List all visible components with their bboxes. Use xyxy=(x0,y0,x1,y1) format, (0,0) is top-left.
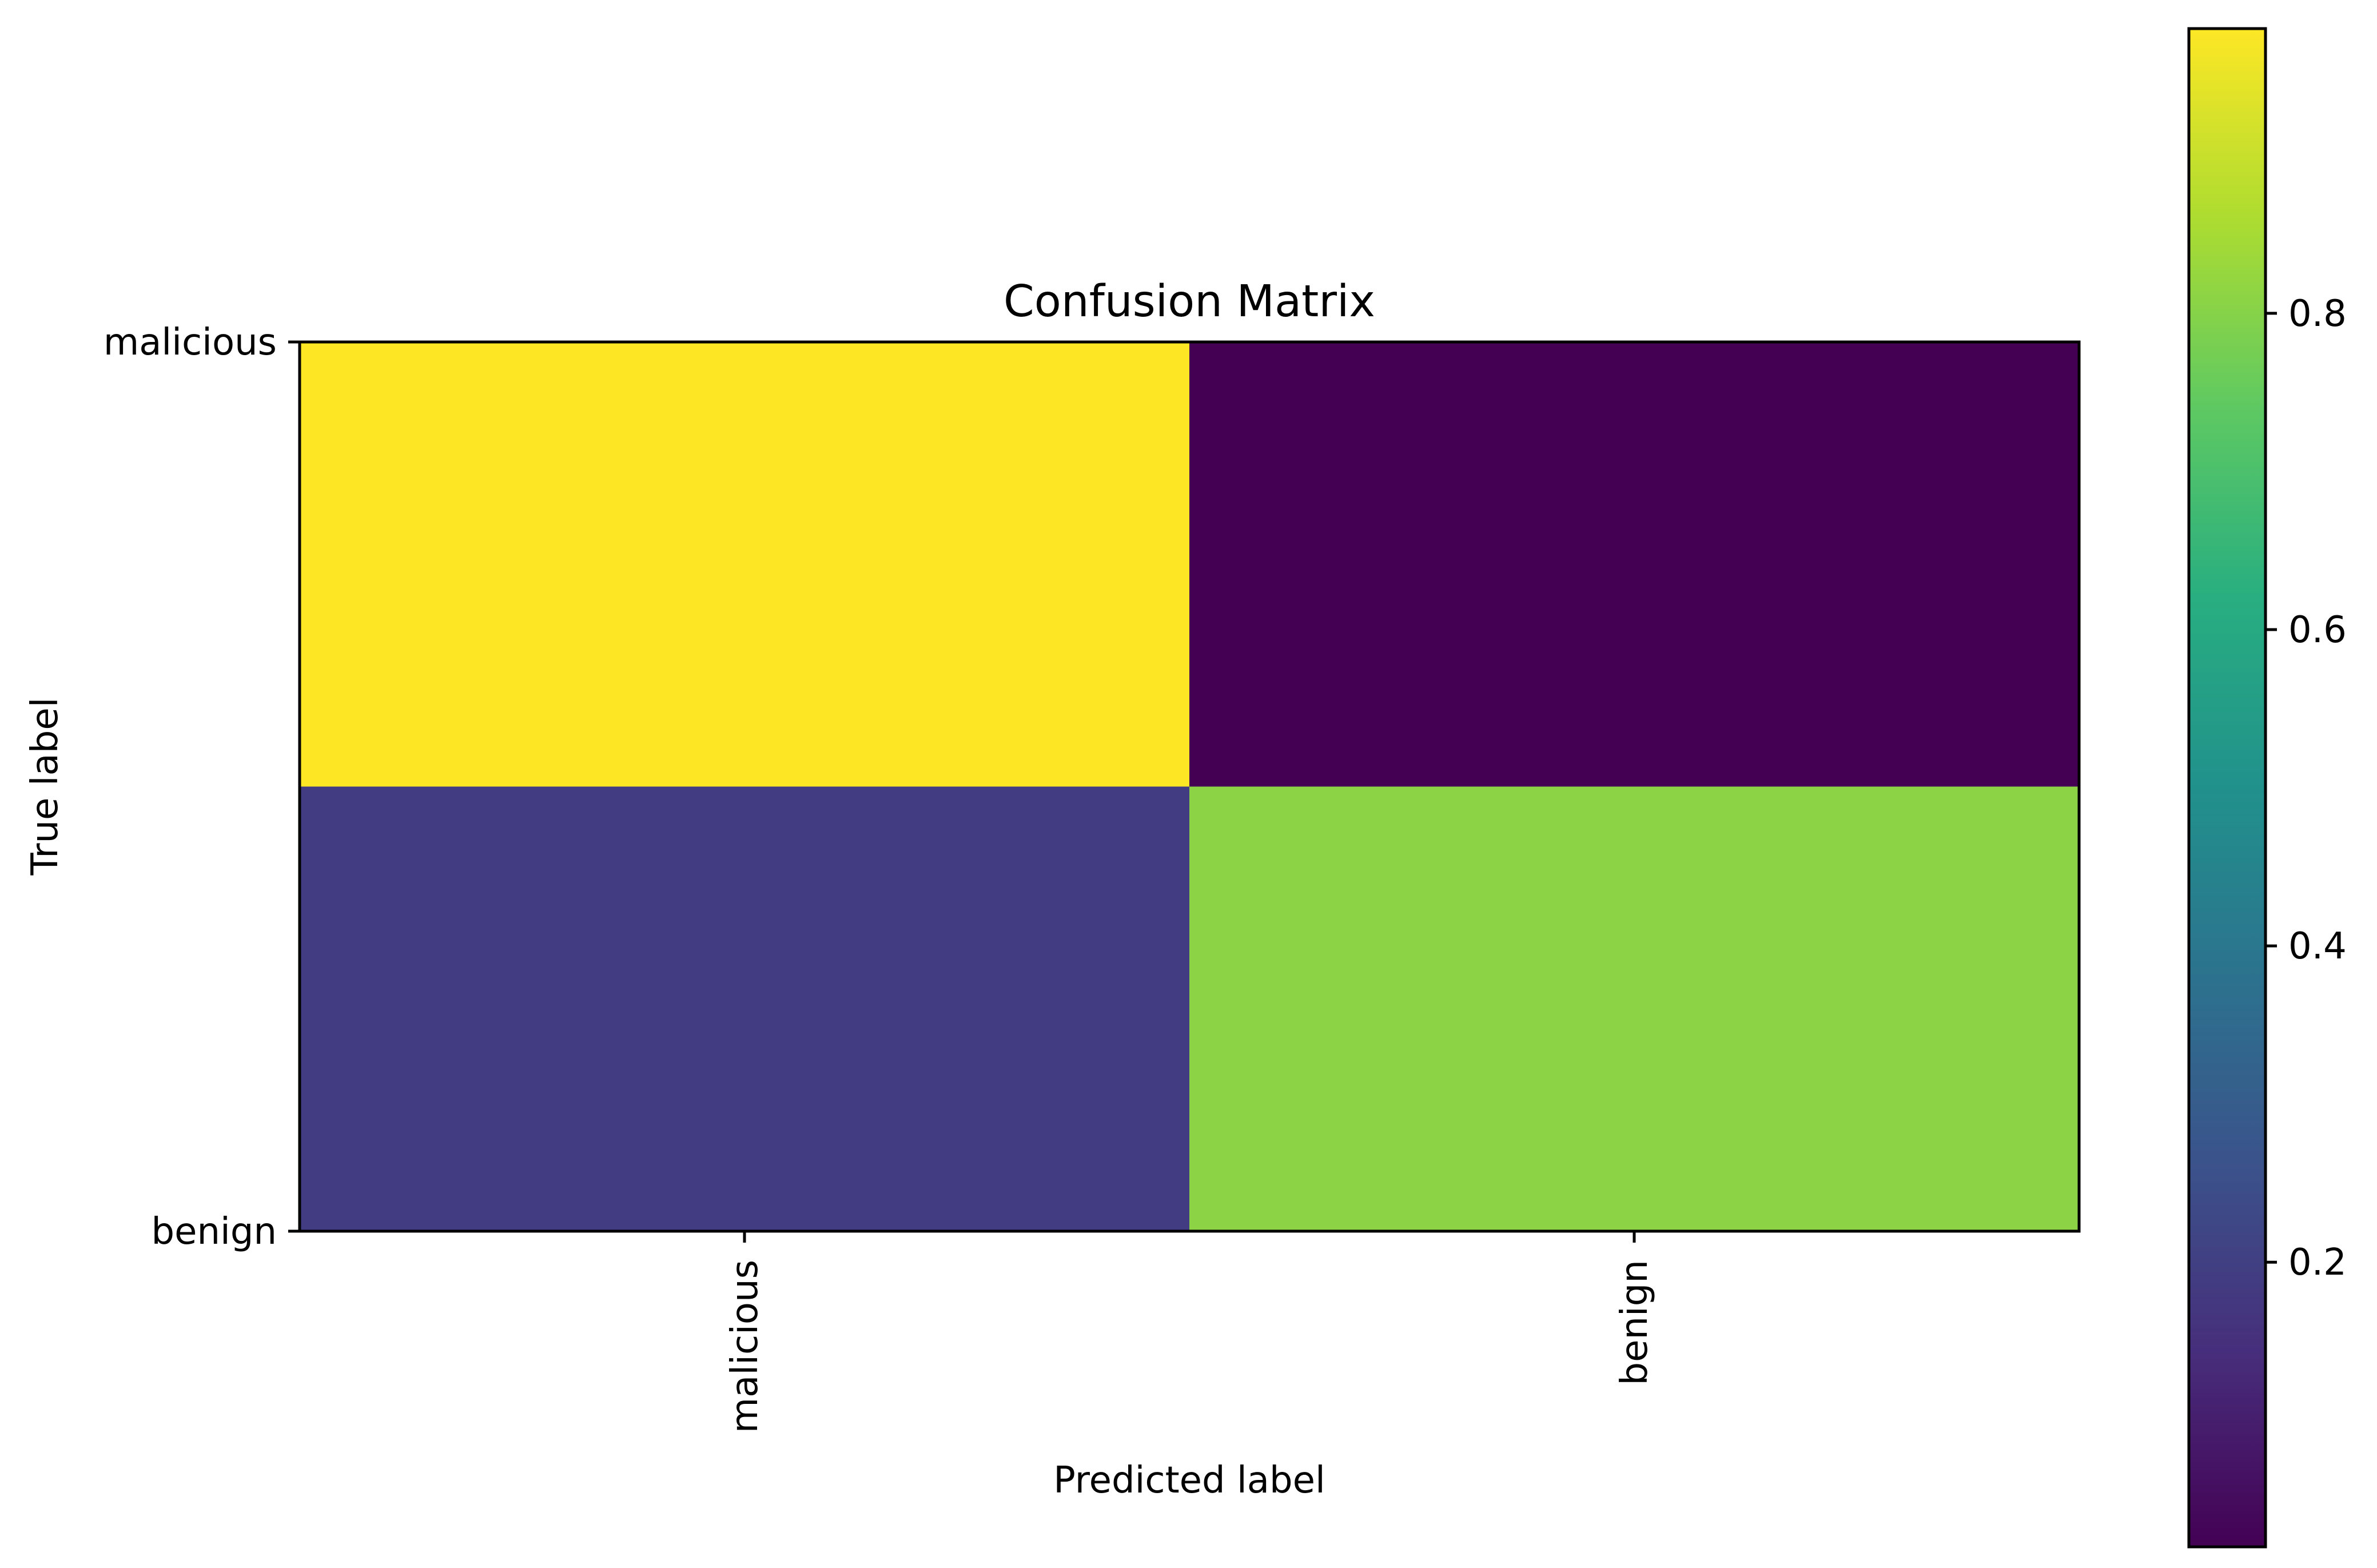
heatmap-cell-benign-benign xyxy=(1189,786,2079,1231)
colorbar xyxy=(2187,27,2267,1549)
y-tick-label: benign xyxy=(151,1211,277,1253)
x-tick-label: malicious xyxy=(724,1260,766,1433)
y-tick-label: malicious xyxy=(103,321,277,364)
heatmap-cell-malicious-malicious xyxy=(300,342,1189,787)
x-axis-ticks: malicious benign xyxy=(724,1231,1656,1433)
y-axis-label: True label xyxy=(24,697,66,875)
chart-title: Confusion Matrix xyxy=(1004,276,1375,327)
colorbar-ticks: 0.2 0.4 0.6 0.8 xyxy=(2265,293,2347,1284)
x-tick-label: benign xyxy=(1614,1260,1656,1386)
colorbar-tick-label: 0.6 xyxy=(2288,609,2347,651)
colorbar-tick-label: 0.4 xyxy=(2288,925,2347,968)
colorbar-tick-label: 0.2 xyxy=(2288,1241,2347,1284)
plot-frame xyxy=(298,340,2081,1233)
heatmap-cells xyxy=(300,342,2079,1231)
heatmap-cell-malicious-benign xyxy=(1189,342,2079,787)
x-axis-label: Predicted label xyxy=(1053,1459,1325,1502)
heatmap-cell-benign-malicious xyxy=(300,786,1189,1231)
colorbar-tick-label: 0.8 xyxy=(2288,293,2347,335)
y-axis-ticks: malicious benign xyxy=(103,321,300,1253)
